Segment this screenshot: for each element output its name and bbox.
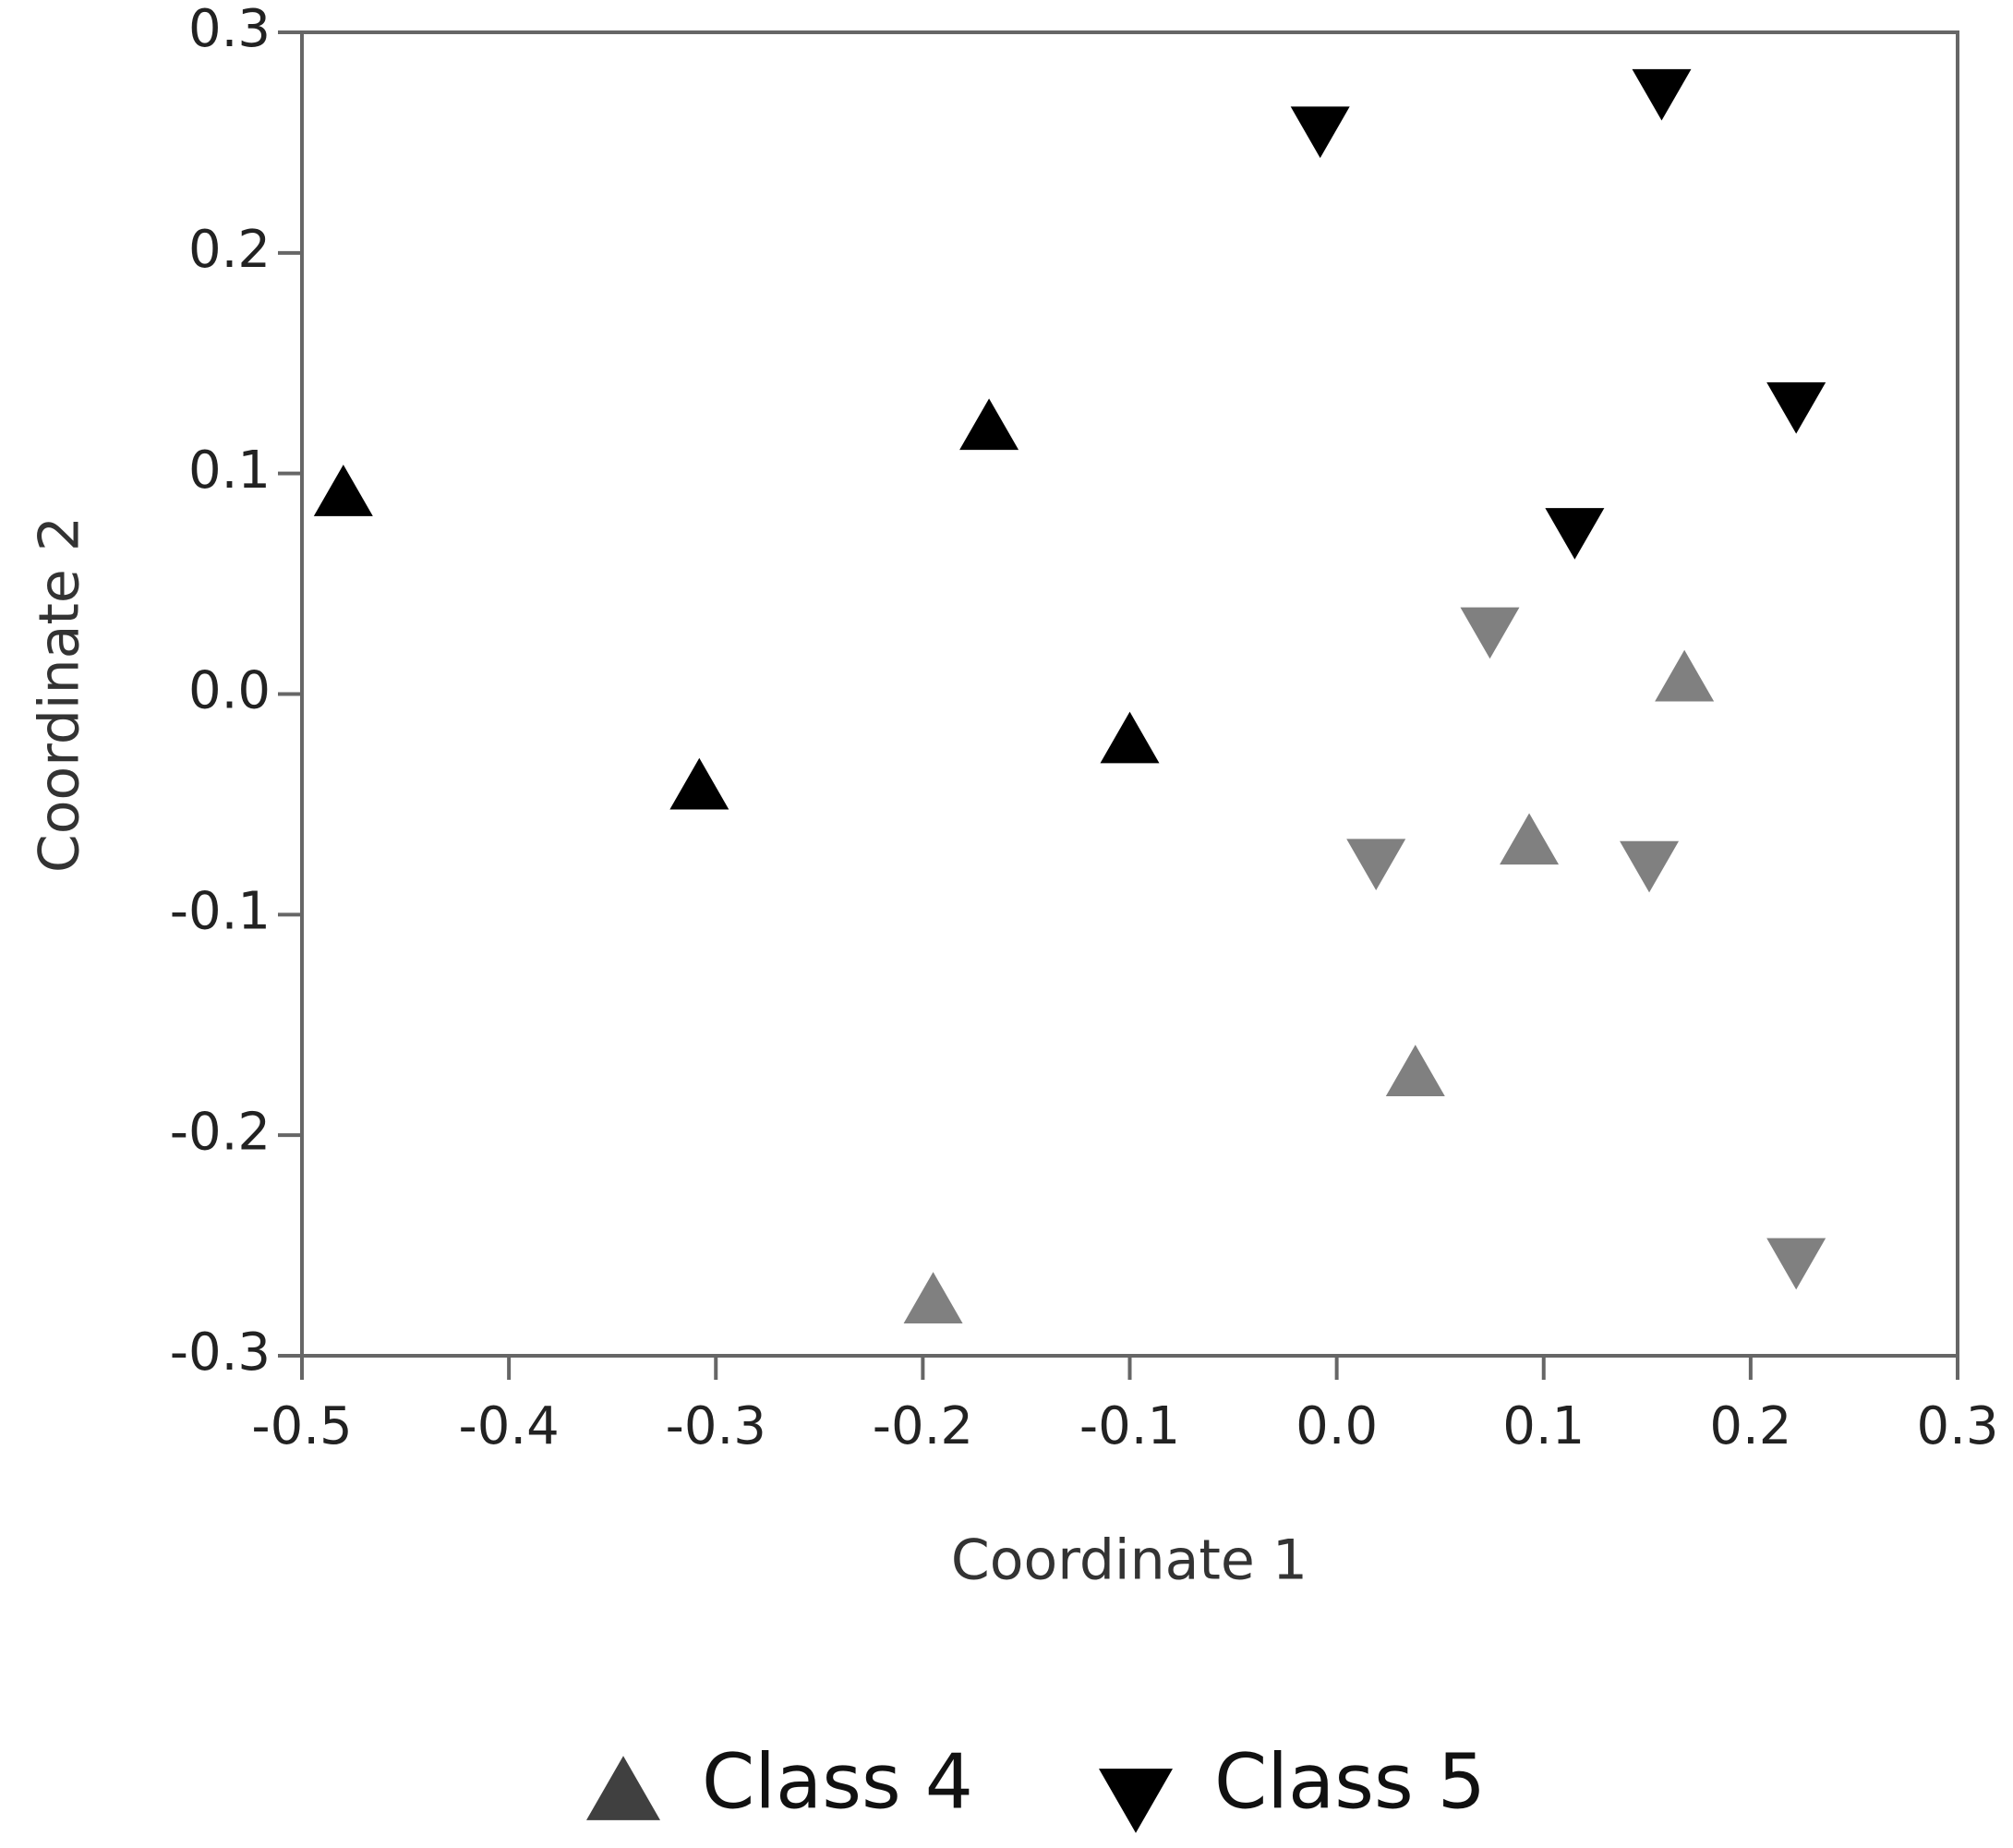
x-tick-label: -0.1 (1079, 1396, 1180, 1456)
x-tick-label: -0.5 (251, 1396, 352, 1456)
x-tick-label: 0.2 (1709, 1396, 1791, 1456)
y-tick-label: 0.1 (188, 441, 271, 501)
y-tick-label: -0.2 (170, 1102, 271, 1162)
point (1100, 711, 1160, 764)
x-tick-label: -0.3 (666, 1396, 766, 1456)
point (313, 465, 373, 516)
y-axis-label: Coordinate 2 (28, 516, 92, 873)
x-tick-label: 0.0 (1296, 1396, 1378, 1456)
y-tick-label: -0.3 (170, 1323, 271, 1383)
legend-label: Class 5 (1214, 1738, 1486, 1826)
legend-marker (586, 1756, 660, 1820)
point (1766, 381, 1826, 434)
x-tick-label: -0.4 (458, 1396, 559, 1456)
point (1500, 813, 1560, 865)
point (1460, 607, 1520, 659)
point (959, 398, 1019, 451)
y-tick-label: 0.3 (188, 0, 271, 59)
x-tick-label: 0.1 (1502, 1396, 1585, 1456)
point (903, 1272, 963, 1323)
y-tick-label: 0.2 (188, 220, 271, 280)
legend-marker (1099, 1769, 1173, 1833)
point (1620, 840, 1680, 893)
x-tick-label: 0.3 (1916, 1396, 1998, 1456)
point (1290, 106, 1350, 159)
point (1545, 508, 1605, 560)
point (1385, 1045, 1445, 1096)
point (1655, 649, 1715, 702)
point (1766, 1238, 1826, 1290)
point (669, 757, 729, 810)
point (1346, 839, 1406, 891)
legend-label: Class 4 (702, 1738, 973, 1826)
y-tick-label: -0.1 (170, 881, 271, 941)
x-tick-label: -0.2 (873, 1396, 973, 1456)
point (1632, 68, 1692, 121)
x-axis-label: Coordinate 1 (951, 1528, 1308, 1593)
y-tick-label: 0.0 (188, 661, 271, 721)
